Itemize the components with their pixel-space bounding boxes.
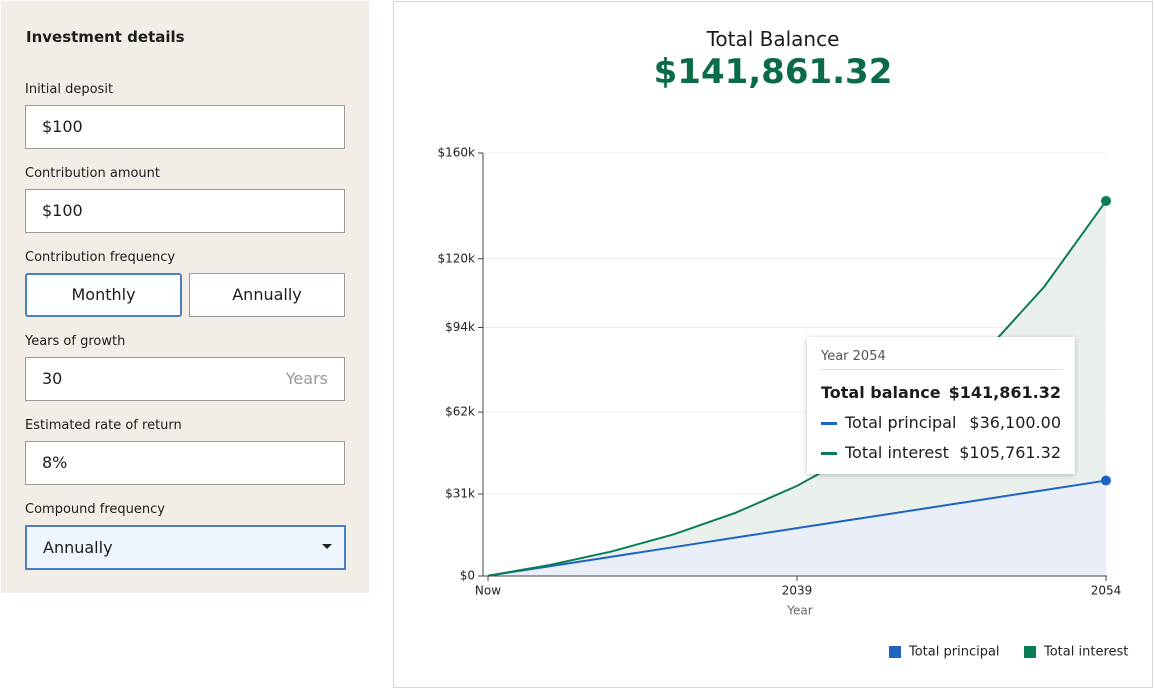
y-tick-label: $0 — [460, 569, 475, 583]
y-tick-label: $160k — [438, 146, 476, 160]
end-point — [1101, 475, 1111, 486]
tooltip: Year 2054 Total balance $141,861.32 Total… — [807, 337, 1075, 474]
end-point — [1101, 195, 1111, 206]
field-label: Compound frequency — [25, 502, 165, 517]
dropdown-arrow — [322, 544, 332, 549]
toggle-button[interactable]: Monthly — [25, 273, 182, 317]
field-label: Contribution amount — [25, 166, 161, 181]
field-label: Contribution frequency — [25, 250, 176, 265]
y-tick-label: $120k — [438, 251, 476, 265]
x-tick-label: 2054 — [1091, 584, 1122, 598]
row-value: $141,861.32 — [948, 383, 1061, 402]
legend-swatch — [1024, 646, 1036, 658]
x-axis-label: Year — [786, 604, 812, 618]
summary-value: $141,861.32 — [653, 52, 893, 92]
form-title: Investment details — [26, 28, 185, 46]
row-label: Total balance — [821, 383, 941, 402]
legend-dash — [821, 452, 837, 455]
row-value: $36,100.00 — [969, 413, 1061, 432]
summary-label: Total Balance — [706, 27, 840, 51]
input-value: 8% — [42, 453, 68, 472]
text-input[interactable]: 8% — [25, 441, 345, 485]
input-suffix: Years — [285, 369, 328, 388]
input-value: 30 — [42, 369, 63, 388]
legend-label: Total principal — [908, 645, 1000, 660]
toggle-button[interactable]: Annually — [189, 273, 345, 317]
line — [487, 479, 1107, 577]
row-label: Total principal — [845, 413, 957, 432]
text-input[interactable]: $100 — [25, 189, 345, 233]
field-label: Estimated rate of return — [25, 418, 182, 433]
text-input[interactable]: $100 — [25, 105, 345, 149]
text-input[interactable]: 30 Years — [25, 357, 345, 401]
select[interactable]: Annually — [25, 525, 346, 570]
y-tick-label: $94k — [445, 320, 475, 334]
results-panel — [393, 1, 1153, 688]
legend-label: Total interest — [1043, 645, 1128, 660]
tooltip-row: Total balance $141,861.32 — [821, 383, 1061, 402]
legend-dash — [821, 422, 837, 425]
legend-swatch — [889, 646, 901, 658]
x-tick-label: Now — [475, 584, 501, 598]
y-tick-label: $62k — [445, 405, 475, 419]
tooltip-title: Year 2054 — [821, 349, 886, 364]
divider — [821, 369, 1063, 370]
line — [487, 200, 1107, 577]
row-label: Total interest — [845, 443, 949, 462]
field-label: Years of growth — [25, 334, 126, 349]
row-value: $105,761.32 — [959, 443, 1061, 462]
tooltip-row: Total principal $36,100.00 — [821, 413, 1061, 432]
tooltip-row: Total interest $105,761.32 — [821, 443, 1061, 462]
input-value: $100 — [42, 201, 83, 220]
x-tick-label: 2039 — [782, 584, 813, 598]
input-value: $100 — [42, 117, 83, 136]
select-value: Annually — [43, 538, 113, 557]
area — [488, 200, 1106, 576]
y-tick-label: $31k — [445, 487, 475, 501]
field-label: Initial deposit — [25, 82, 114, 97]
